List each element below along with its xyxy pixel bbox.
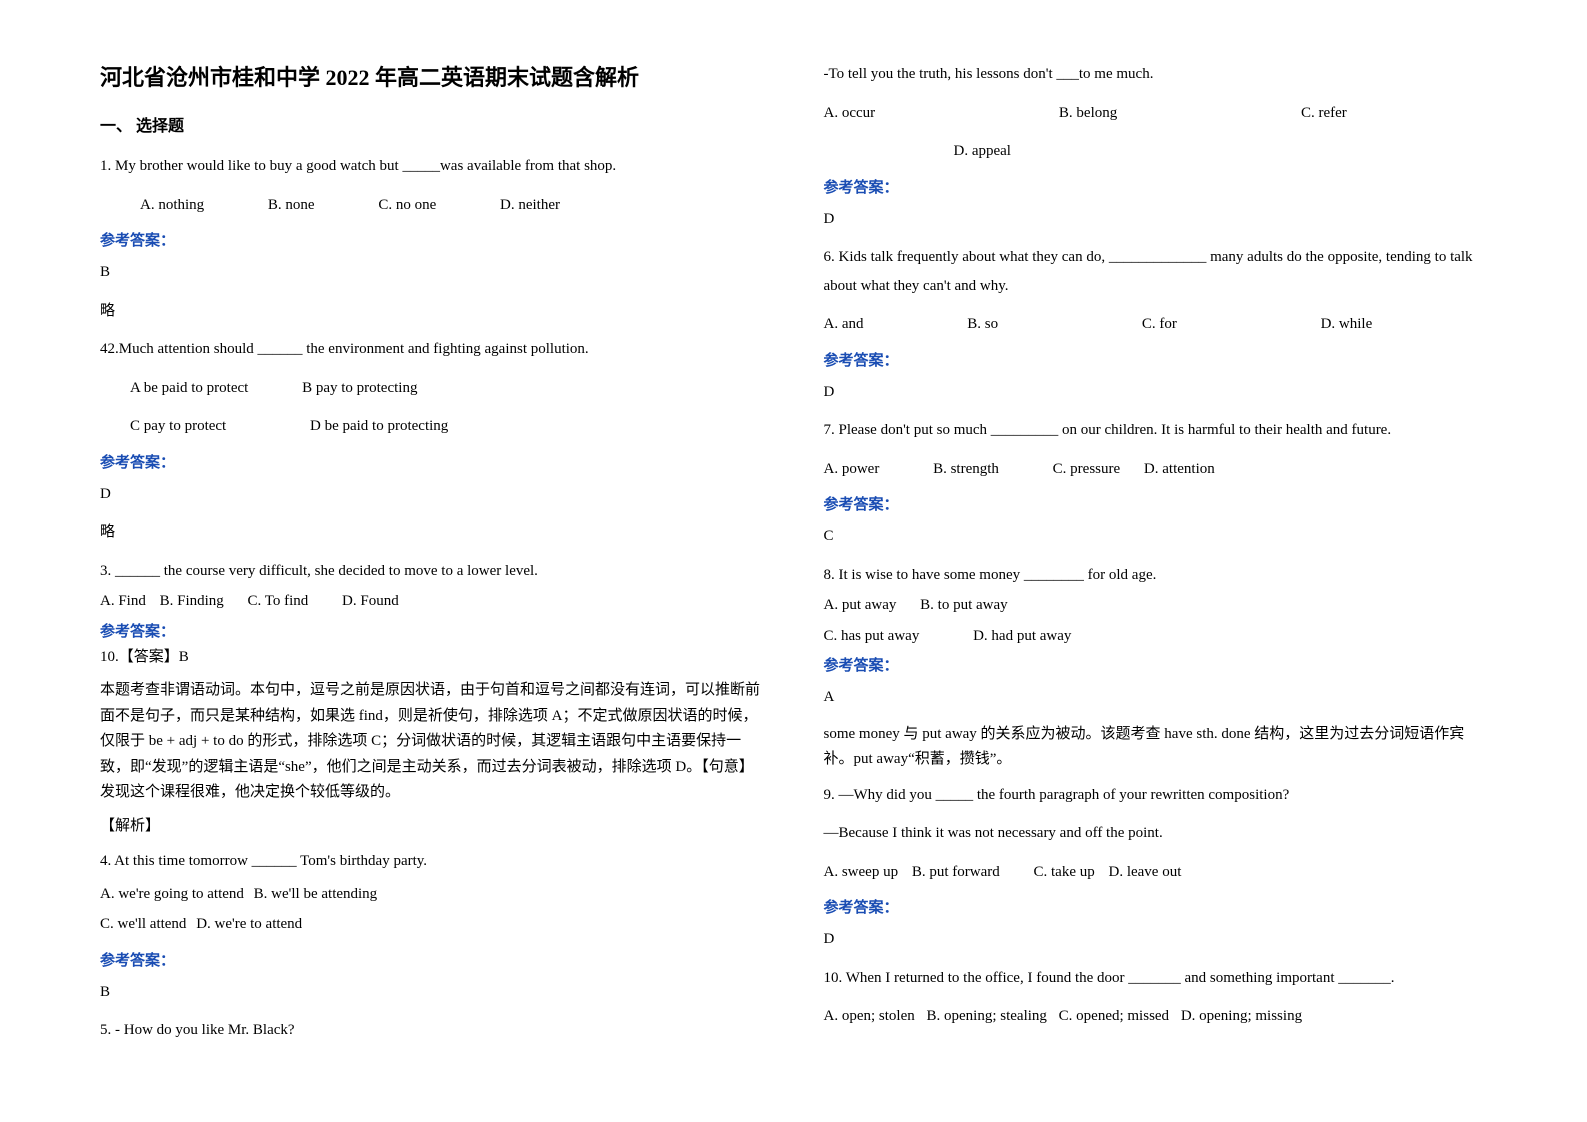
q2-note: 略 xyxy=(100,518,764,547)
q3-explanation-tag: 【解析】 xyxy=(100,814,764,840)
q8-opt-b: B. to put away xyxy=(920,591,1008,620)
q1-note: 略 xyxy=(100,297,764,326)
q9-opt-b: B. put forward xyxy=(912,858,1000,887)
q4-opt-d: D. we're to attend xyxy=(196,910,302,939)
q1-opt-c: C. no one xyxy=(378,191,436,220)
q7-opt-a: A. power xyxy=(824,455,880,484)
q8-explanation: some money 与 put away 的关系应为被动。该题考查 have … xyxy=(824,722,1488,773)
q1-opt-a: A. nothing xyxy=(140,191,204,220)
q9-answer: D xyxy=(824,925,1488,954)
q6-options: A. and B. so C. for D. while xyxy=(824,310,1488,339)
q3-answer-head: 10.【答案】B xyxy=(100,645,764,671)
answer-label: 参考答案： xyxy=(100,949,764,970)
q9-stem2: —Because I think it was not necessary an… xyxy=(824,819,1488,848)
q8-opt-d: D. had put away xyxy=(973,622,1071,651)
q10-opt-d: D. opening; missing xyxy=(1181,1002,1302,1031)
q5-answer: D xyxy=(824,205,1488,234)
q3-opt-a: A. Find xyxy=(100,587,146,616)
q8-opt-a: A. put away xyxy=(824,591,897,620)
answer-label: 参考答案： xyxy=(824,654,1488,675)
answer-label: 参考答案： xyxy=(824,349,1488,370)
section-title: 一、 选择题 xyxy=(100,112,764,136)
q2-answer: D xyxy=(100,480,764,509)
q5-options: A. occur B. belong C. refer xyxy=(824,99,1488,128)
q4-opt-a: A. we're going to attend xyxy=(100,880,244,909)
q9-opt-c: C. take up xyxy=(1033,858,1094,887)
q10-opt-a: A. open; stolen xyxy=(824,1002,915,1031)
page-title: 河北省沧州市桂和中学 2022 年高二英语期末试题含解析 xyxy=(100,60,764,92)
q8-opt-c: C. has put away xyxy=(824,622,920,651)
exam-page: 河北省沧州市桂和中学 2022 年高二英语期末试题含解析 一、 选择题 1. M… xyxy=(100,60,1487,1060)
q3-explanation: 本题考查非谓语动词。本句中，逗号之前是原因状语，由于句首和逗号之间都没有连词，可… xyxy=(100,678,764,806)
answer-label: 参考答案： xyxy=(100,620,764,641)
answer-label: 参考答案： xyxy=(824,176,1488,197)
q1-answer: B xyxy=(100,258,764,287)
q2-options-row1: A be paid to protect B pay to protecting xyxy=(100,374,764,403)
q4-opt-c: C. we'll attend xyxy=(100,910,186,939)
q4-opt-b: B. we'll be attending xyxy=(254,880,378,909)
answer-label: 参考答案： xyxy=(100,229,764,250)
q6-opt-c: C. for xyxy=(1142,310,1177,339)
q3-opt-d: D. Found xyxy=(342,587,399,616)
q1-opt-b: B. none xyxy=(268,191,315,220)
q2-stem: 42.Much attention should ______ the envi… xyxy=(100,335,764,364)
q7-options: A. power B. strength C. pressure D. atte… xyxy=(824,455,1488,484)
q10-stem: 10. When I returned to the office, I fou… xyxy=(824,964,1488,993)
q6-answer: D xyxy=(824,378,1488,407)
q10-options: A. open; stolen B. opening; stealing C. … xyxy=(824,1002,1488,1031)
q9-opt-d: D. leave out xyxy=(1108,858,1181,887)
q4-answer: B xyxy=(100,978,764,1007)
q8-stem: 8. It is wise to have some money _______… xyxy=(824,561,1488,590)
q5-opt-a: A. occur xyxy=(824,99,876,128)
q8-options-row1: A. put away B. to put away xyxy=(824,591,1488,620)
q1-opt-d: D. neither xyxy=(500,191,560,220)
q10-opt-c: C. opened; missed xyxy=(1059,1002,1169,1031)
q6-stem: 6. Kids talk frequently about what they … xyxy=(824,243,1488,300)
q8-options-row2: C. has put away D. had put away xyxy=(824,622,1488,651)
q2-opt-c: C pay to protect xyxy=(130,412,226,441)
q7-opt-d: D. attention xyxy=(1144,455,1215,484)
q6-opt-a: A. and xyxy=(824,310,864,339)
answer-label: 参考答案： xyxy=(824,896,1488,917)
q7-opt-c: C. pressure xyxy=(1053,455,1121,484)
q2-opt-a: A be paid to protect xyxy=(130,374,248,403)
q3-opt-b: B. Finding xyxy=(160,587,224,616)
q10-opt-b: B. opening; stealing xyxy=(927,1002,1047,1031)
q6-opt-b: B. so xyxy=(967,310,998,339)
q7-opt-b: B. strength xyxy=(933,455,999,484)
answer-label: 参考答案： xyxy=(824,493,1488,514)
q8-answer: A xyxy=(824,683,1488,712)
q9-options: A. sweep up B. put forward C. take up D.… xyxy=(824,858,1488,887)
q1-options: A. nothing B. none C. no one D. neither xyxy=(100,191,764,220)
q5-stem2: -To tell you the truth, his lessons don'… xyxy=(824,60,1488,89)
q1-stem: 1. My brother would like to buy a good w… xyxy=(100,152,764,181)
q2-opt-d: D be paid to protecting xyxy=(310,412,448,441)
q5-opt-d: D. appeal xyxy=(954,137,1011,166)
q7-stem: 7. Please don't put so much _________ on… xyxy=(824,416,1488,445)
q5-stem1: 5. - How do you like Mr. Black? xyxy=(100,1016,764,1045)
q4-options-row2: C. we'll attend D. we're to attend xyxy=(100,910,764,939)
q2-options-row2: C pay to protect D be paid to protecting xyxy=(100,412,764,441)
q9-stem1: 9. —Why did you _____ the fourth paragra… xyxy=(824,781,1488,810)
q3-opt-c: C. To find xyxy=(248,587,309,616)
q4-stem: 4. At this time tomorrow ______ Tom's bi… xyxy=(100,847,764,876)
q4-options-row1: A. we're going to attend B. we'll be att… xyxy=(100,880,764,909)
q7-answer: C xyxy=(824,522,1488,551)
answer-label: 参考答案： xyxy=(100,451,764,472)
q5-opt-d-row: D. appeal xyxy=(824,137,1488,166)
q3-stem: 3. ______ the course very difficult, she… xyxy=(100,557,764,586)
q2-opt-b: B pay to protecting xyxy=(302,374,417,403)
q3-options: A. Find B. Finding C. To find D. Found xyxy=(100,587,764,616)
q6-opt-d: D. while xyxy=(1321,310,1373,339)
q9-opt-a: A. sweep up xyxy=(824,858,899,887)
q5-opt-c: C. refer xyxy=(1301,99,1347,128)
q5-opt-b: B. belong xyxy=(1059,99,1117,128)
